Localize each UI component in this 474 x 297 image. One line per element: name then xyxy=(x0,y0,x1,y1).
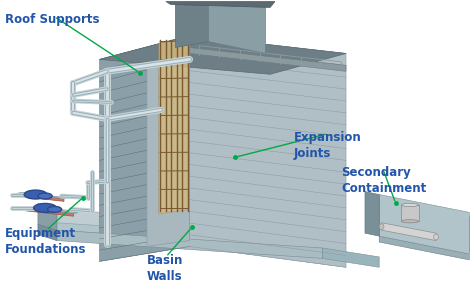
Polygon shape xyxy=(190,48,346,71)
Ellipse shape xyxy=(401,220,419,223)
Polygon shape xyxy=(147,36,190,247)
Polygon shape xyxy=(57,209,322,249)
Ellipse shape xyxy=(47,206,62,212)
Polygon shape xyxy=(100,36,190,261)
Text: Roof Supports: Roof Supports xyxy=(5,13,99,26)
Polygon shape xyxy=(175,4,209,48)
Polygon shape xyxy=(379,195,469,254)
Text: Expansion
Joints: Expansion Joints xyxy=(294,131,362,160)
Ellipse shape xyxy=(24,190,47,199)
Polygon shape xyxy=(190,36,346,267)
Polygon shape xyxy=(26,208,73,216)
Polygon shape xyxy=(100,36,346,74)
Polygon shape xyxy=(209,4,265,53)
Polygon shape xyxy=(38,203,57,230)
Text: Secondary
Containment: Secondary Containment xyxy=(341,166,427,195)
Polygon shape xyxy=(38,224,57,241)
Polygon shape xyxy=(17,193,64,201)
Polygon shape xyxy=(382,223,436,241)
Text: Equipment
Foundations: Equipment Foundations xyxy=(5,227,86,256)
Ellipse shape xyxy=(401,203,419,206)
Ellipse shape xyxy=(434,234,438,240)
Polygon shape xyxy=(57,223,322,248)
Polygon shape xyxy=(159,39,190,214)
Polygon shape xyxy=(166,1,275,7)
Polygon shape xyxy=(365,192,379,236)
Polygon shape xyxy=(379,236,469,260)
Ellipse shape xyxy=(379,224,384,230)
Polygon shape xyxy=(322,248,379,267)
Polygon shape xyxy=(17,192,69,199)
Ellipse shape xyxy=(38,193,52,199)
Text: Basin
Walls: Basin Walls xyxy=(147,254,183,283)
Polygon shape xyxy=(401,205,419,221)
Polygon shape xyxy=(379,199,469,252)
Polygon shape xyxy=(57,230,322,258)
Ellipse shape xyxy=(34,203,56,212)
Polygon shape xyxy=(26,207,78,214)
